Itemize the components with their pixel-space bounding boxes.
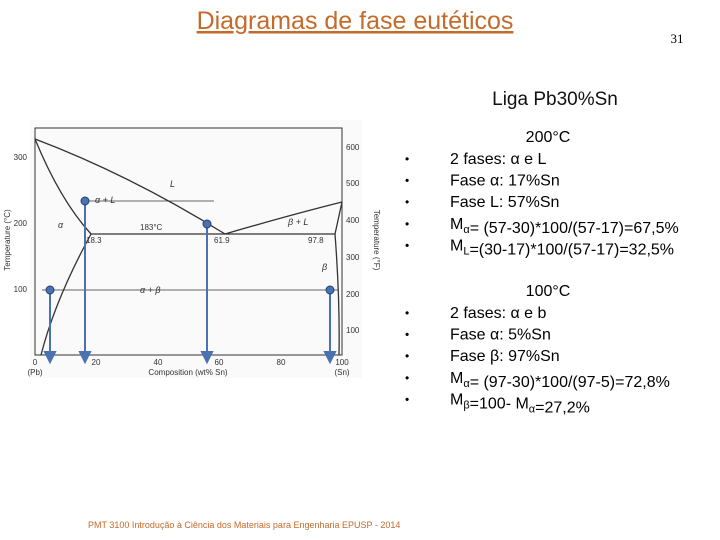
y-axis-title: Temperature (°F) (372, 210, 381, 271)
bullet-text: Fase L: 57%Sn (450, 194, 559, 211)
tick-label: 300 (346, 253, 360, 262)
text-run: =27,2% (535, 399, 590, 416)
bullet: • (405, 238, 409, 252)
text-run: M (450, 370, 463, 387)
block-heading: 100°C (526, 283, 571, 300)
page-number: 31 (671, 31, 684, 46)
bullet: • (405, 152, 409, 166)
title: Diagramas de fase eutéticos (197, 7, 514, 35)
bullet: • (405, 217, 409, 231)
text-run: M (450, 216, 463, 233)
subscript: α (463, 378, 470, 390)
bullet-text: Fase α: 5%Sn (450, 327, 551, 344)
text-run: M (450, 391, 463, 408)
region-label: α + L (95, 195, 115, 205)
point (202, 219, 212, 229)
arrow-head (43, 351, 57, 365)
text-run: M (450, 237, 463, 254)
text-run: =100- M (470, 395, 529, 412)
plot-frame (34, 127, 343, 356)
tick-label: 100 (335, 358, 349, 367)
subscript: L (463, 245, 469, 257)
block-heading: 200°C (526, 129, 571, 146)
point (45, 285, 55, 295)
bullet: • (405, 349, 409, 363)
tick-label: 400 (346, 216, 360, 225)
point-label: 61.9 (214, 236, 230, 245)
tick-label: 200 (14, 219, 28, 228)
bullet-text: Mα= (97-30)*100/(97-5)=72,8% (450, 370, 670, 391)
text-run: Fase L: 57%Sn (450, 194, 559, 211)
text-run: 2 fases: α e L (450, 151, 547, 168)
x-axis-title: Composition (wt% Sn) (148, 368, 227, 377)
axis-end-label: (Sn) (334, 368, 349, 377)
region-label: L (170, 179, 175, 189)
tick-label: 100 (346, 326, 360, 335)
point-label: 183°C (140, 223, 163, 232)
point (325, 285, 335, 295)
bullet: • (405, 371, 409, 385)
text-run: = (97-30)*100/(97-5)=72,8% (470, 374, 670, 391)
tick-label: 100 (14, 285, 28, 294)
bullet-text: Fase α: 17%Sn (450, 173, 560, 190)
bullet-text: Fase β: 97%Sn (450, 348, 560, 365)
subtitle: Liga Pb30%Sn (492, 89, 618, 110)
text-run: = (57-30)*100/(57-17)=67,5% (470, 220, 679, 237)
text-run: Fase α: 17%Sn (450, 173, 560, 190)
arrow-head (78, 351, 92, 365)
tick-label: 60 (215, 358, 224, 367)
bullet-text: 2 fases: α e b (450, 305, 547, 322)
text-run: Fase α: 5%Sn (450, 327, 551, 344)
text-run: =(30-17)*100/(57-17)=32,5% (469, 241, 674, 258)
phase-diagram: 300 200 100 600 500 400 300 200 100 0 20… (3, 120, 381, 378)
tick-label: 600 (346, 143, 360, 152)
tick-label: 500 (346, 179, 360, 188)
arrows (43, 201, 337, 365)
tick-label: 0 (33, 358, 38, 367)
text-blocks: 200°C • 2 fases: α e L • Fase α: 17%Sn • Fase … (405, 129, 679, 416)
axis-end-label: (Pb) (27, 368, 42, 377)
region-label: β (321, 262, 327, 272)
footer: PMT 3100 Introdução à Ciência dos Materi… (88, 520, 400, 530)
point-label: 18.3 (86, 236, 102, 245)
region-label: α + β (140, 285, 161, 295)
arrow-head (200, 351, 214, 365)
beta-solvus (334, 201, 343, 356)
region-label: α (58, 220, 64, 230)
bullet: • (405, 328, 409, 342)
region-label: β + L (287, 217, 308, 227)
text-run: Fase β: 97%Sn (450, 348, 560, 365)
bullet: • (405, 174, 409, 188)
bullet-text: Mα= (57-30)*100/(57-17)=67,5% (450, 216, 679, 237)
bullet: • (405, 195, 409, 209)
bullet-text: Mβ=100- Mα=27,2% (450, 391, 590, 416)
bullet-text: 2 fases: α e L (450, 151, 547, 168)
tick-label: 80 (277, 358, 286, 367)
y-axis-title: Temperature (°C) (3, 209, 12, 271)
alpha-solvus (40, 233, 92, 356)
liquidus (34, 138, 343, 235)
bullet: • (405, 392, 409, 406)
subscript: α (463, 224, 470, 236)
diagram-bg (30, 120, 362, 378)
subscript: α (529, 403, 536, 415)
tick-label: 300 (14, 153, 28, 162)
tick-label: 20 (92, 358, 101, 367)
arrow-head (323, 351, 337, 365)
text-run: 2 fases: α e b (450, 305, 547, 322)
tick-label: 200 (346, 290, 360, 299)
subscript: β (463, 399, 469, 411)
point (80, 196, 90, 206)
point-label: 97.8 (308, 236, 324, 245)
bullet-text: ML=(30-17)*100/(57-17)=32,5% (450, 237, 674, 258)
bullet: • (405, 306, 409, 320)
points (45, 196, 335, 295)
tick-label: 40 (154, 358, 163, 367)
